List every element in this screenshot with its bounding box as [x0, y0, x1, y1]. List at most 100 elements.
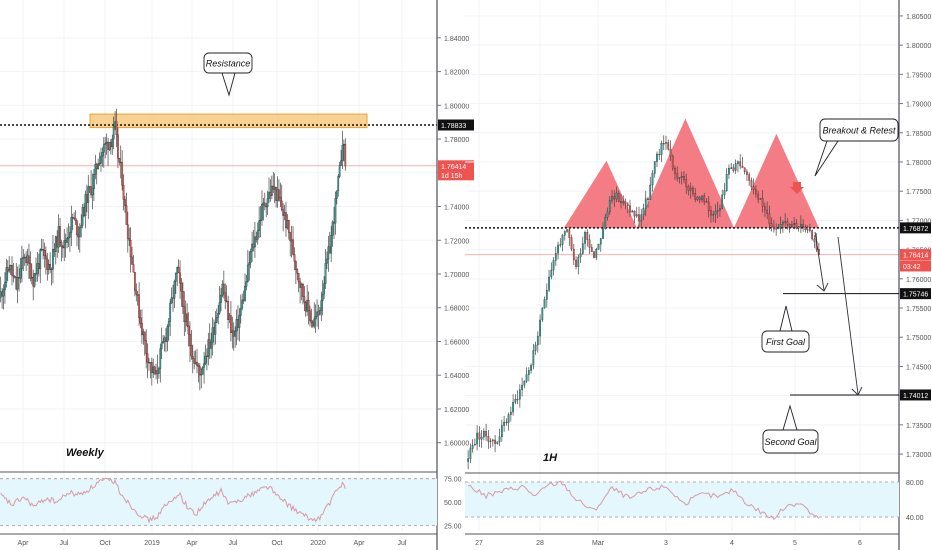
candle — [211, 317, 214, 356]
candle-body — [303, 296, 306, 303]
candle-body — [0, 291, 2, 298]
candle — [523, 380, 526, 389]
candle-body — [480, 436, 483, 440]
price-tick-label: 1.84000 — [444, 36, 469, 43]
candle — [73, 212, 76, 220]
candle — [813, 235, 816, 249]
candle — [635, 207, 638, 218]
candle-body — [85, 194, 88, 203]
price-tag: 1d 15h — [438, 169, 474, 181]
candle-body — [716, 210, 719, 212]
candle-body — [597, 243, 600, 250]
candle — [210, 332, 213, 359]
candle-body — [328, 246, 331, 254]
candle — [36, 252, 39, 282]
candle-body — [107, 141, 109, 150]
candle — [694, 187, 697, 203]
candle — [656, 151, 658, 168]
candle — [617, 190, 620, 203]
candle — [752, 178, 755, 195]
candle-body — [196, 361, 198, 366]
candle — [97, 158, 100, 170]
candle-body — [640, 214, 643, 222]
candle — [224, 283, 227, 310]
rsi-tick-label: 75.00 — [444, 477, 462, 484]
candle-body — [478, 432, 481, 440]
candle — [311, 320, 314, 328]
candle — [491, 438, 494, 447]
candle-body — [523, 381, 526, 386]
candle — [716, 201, 719, 219]
candle-body — [285, 212, 287, 229]
time-tick-label: Jul — [398, 540, 407, 547]
price-tag-label: 03:42 — [903, 264, 921, 271]
candle-body — [323, 283, 325, 295]
candle-body — [489, 440, 492, 442]
candle-body — [189, 333, 191, 346]
candle — [273, 173, 276, 204]
candle — [121, 150, 124, 191]
candle-body — [90, 186, 92, 196]
candle-body — [129, 240, 132, 258]
second-goal-callout: Second Goal — [762, 404, 819, 454]
candle-body — [282, 209, 285, 216]
candle-body — [2, 289, 5, 297]
candle — [63, 228, 66, 262]
first-goal-callout-pointer — [779, 305, 793, 332]
candle-body — [259, 219, 262, 222]
time-tick-label: Mar — [592, 540, 605, 547]
candle — [723, 182, 726, 200]
candle-body — [45, 255, 47, 260]
candle-body — [665, 142, 667, 144]
candle — [258, 206, 261, 238]
resistance-callout-box — [203, 52, 253, 74]
candle — [307, 291, 310, 325]
candle — [478, 426, 481, 448]
candle-body — [620, 201, 622, 203]
candle-body — [534, 344, 537, 351]
candle-body — [23, 256, 26, 259]
candle — [626, 202, 629, 214]
candle-body — [104, 143, 107, 145]
candle — [563, 230, 566, 241]
time-tick-label: 2020 — [310, 540, 326, 547]
candle — [19, 257, 22, 284]
candle-body — [320, 300, 323, 311]
candle — [61, 245, 64, 258]
candle — [33, 272, 36, 288]
candle-body — [159, 348, 162, 369]
candle — [485, 423, 487, 441]
candle-body — [60, 242, 63, 247]
candle-body — [310, 320, 313, 323]
candle — [606, 207, 609, 221]
candle-body — [197, 365, 200, 367]
candle — [95, 162, 98, 185]
candle — [13, 275, 16, 279]
candle-body — [761, 198, 764, 207]
candle-body — [42, 249, 44, 251]
candle — [309, 305, 311, 327]
candle — [741, 157, 744, 168]
price-tag-label: 1.74012 — [903, 393, 928, 400]
candle — [145, 329, 148, 369]
candle-body — [338, 165, 341, 177]
candle — [249, 248, 252, 269]
candle — [473, 438, 476, 446]
candle — [757, 190, 760, 204]
second-goal-arrowhead — [851, 386, 863, 396]
candle — [83, 203, 85, 218]
candle-body — [337, 176, 340, 191]
candle-body — [777, 227, 780, 230]
candle — [725, 168, 728, 192]
candle-body — [768, 213, 771, 224]
candle — [227, 295, 229, 329]
candle-body — [37, 263, 40, 270]
second-goal-callout-text: Second Goal — [764, 437, 817, 447]
candle-body — [321, 293, 324, 301]
candle — [234, 326, 237, 348]
candle-body — [741, 165, 744, 168]
candle-body — [606, 211, 609, 218]
candle — [500, 419, 503, 442]
candle — [203, 351, 205, 384]
